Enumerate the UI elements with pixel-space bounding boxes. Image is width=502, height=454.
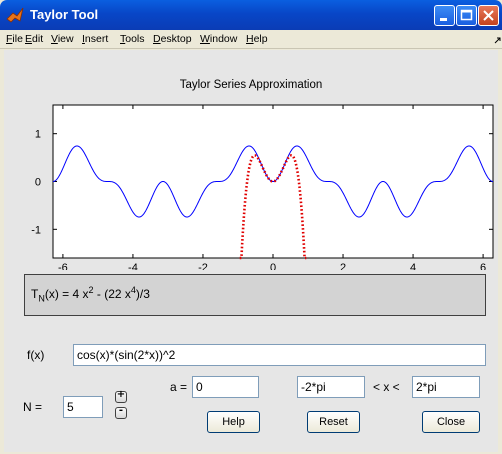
x-tick-label: 2 xyxy=(340,262,346,270)
window-title: Taylor Tool xyxy=(30,7,99,22)
x-max-input[interactable]: 2*pi xyxy=(412,376,480,398)
matlab-logo-icon xyxy=(6,7,24,23)
fx-input[interactable]: cos(x)*(sin(2*x))^2 xyxy=(73,344,486,366)
x-tick-label: 0 xyxy=(270,262,276,270)
menu-help[interactable]: Help xyxy=(246,33,268,45)
x-tick-label: -4 xyxy=(128,262,138,270)
menu-window[interactable]: Window xyxy=(200,33,238,45)
menu-bar: File Edit View Insert Tools Desktop Wind… xyxy=(0,30,502,49)
window-close-button[interactable] xyxy=(478,5,499,26)
maximize-button[interactable] xyxy=(456,5,477,26)
a-label: a = xyxy=(170,380,188,394)
minimize-button[interactable] xyxy=(434,5,455,26)
menu-insert[interactable]: Insert xyxy=(82,33,109,45)
y-tick-label: 1 xyxy=(35,129,41,141)
y-tick-label: -1 xyxy=(31,224,41,236)
taylor-formula: TN(x) = 4 x2 - (22 x4)/3 xyxy=(31,285,150,304)
plus-icon: + xyxy=(116,389,126,400)
close-icon xyxy=(483,10,494,21)
n-increment-button[interactable]: + xyxy=(115,389,127,403)
reset-button[interactable]: Reset xyxy=(307,411,360,433)
menu-desktop[interactable]: Desktop xyxy=(153,33,192,45)
taylor-curve xyxy=(239,154,307,260)
help-button[interactable]: Help xyxy=(207,411,260,433)
maximize-icon xyxy=(460,9,473,21)
menu-file[interactable]: File xyxy=(6,33,23,45)
dock-arrow-icon[interactable] xyxy=(494,36,501,44)
title-bar[interactable]: Taylor Tool xyxy=(0,0,502,30)
x-tick-label: -6 xyxy=(58,262,68,270)
taylor-formula-box: TN(x) = 4 x2 - (22 x4)/3 xyxy=(24,274,486,316)
function-curve xyxy=(52,145,494,218)
close-button[interactable]: Close xyxy=(422,411,480,433)
figure-content: Taylor Series Approximation -6 -4 -2 0 2 4 6 1 0… xyxy=(4,50,498,452)
x-tick-label: 4 xyxy=(410,262,416,270)
y-tick-label: 0 xyxy=(35,177,41,189)
plot-title: Taylor Series Approximation xyxy=(179,79,323,91)
menu-edit[interactable]: Edit xyxy=(25,33,44,45)
minus-icon: - xyxy=(118,405,124,416)
x-range-label: < x < xyxy=(373,380,400,394)
a-input[interactable]: 0 xyxy=(192,376,259,398)
fx-label: f(x) xyxy=(27,348,45,362)
n-input[interactable]: 5 xyxy=(63,396,103,418)
menu-tools[interactable]: Tools xyxy=(120,33,145,45)
n-decrement-button[interactable]: - xyxy=(115,405,127,419)
menu-view[interactable]: View xyxy=(51,33,74,45)
minimize-icon xyxy=(440,18,447,21)
x-tick-label: 6 xyxy=(480,262,486,270)
x-tick-label: -2 xyxy=(198,262,208,270)
x-min-input[interactable]: -2*pi xyxy=(297,376,365,398)
taylor-plot-axes[interactable]: -6 -4 -2 0 2 4 6 1 0 -1 xyxy=(4,50,498,270)
n-label: N = xyxy=(23,400,43,414)
